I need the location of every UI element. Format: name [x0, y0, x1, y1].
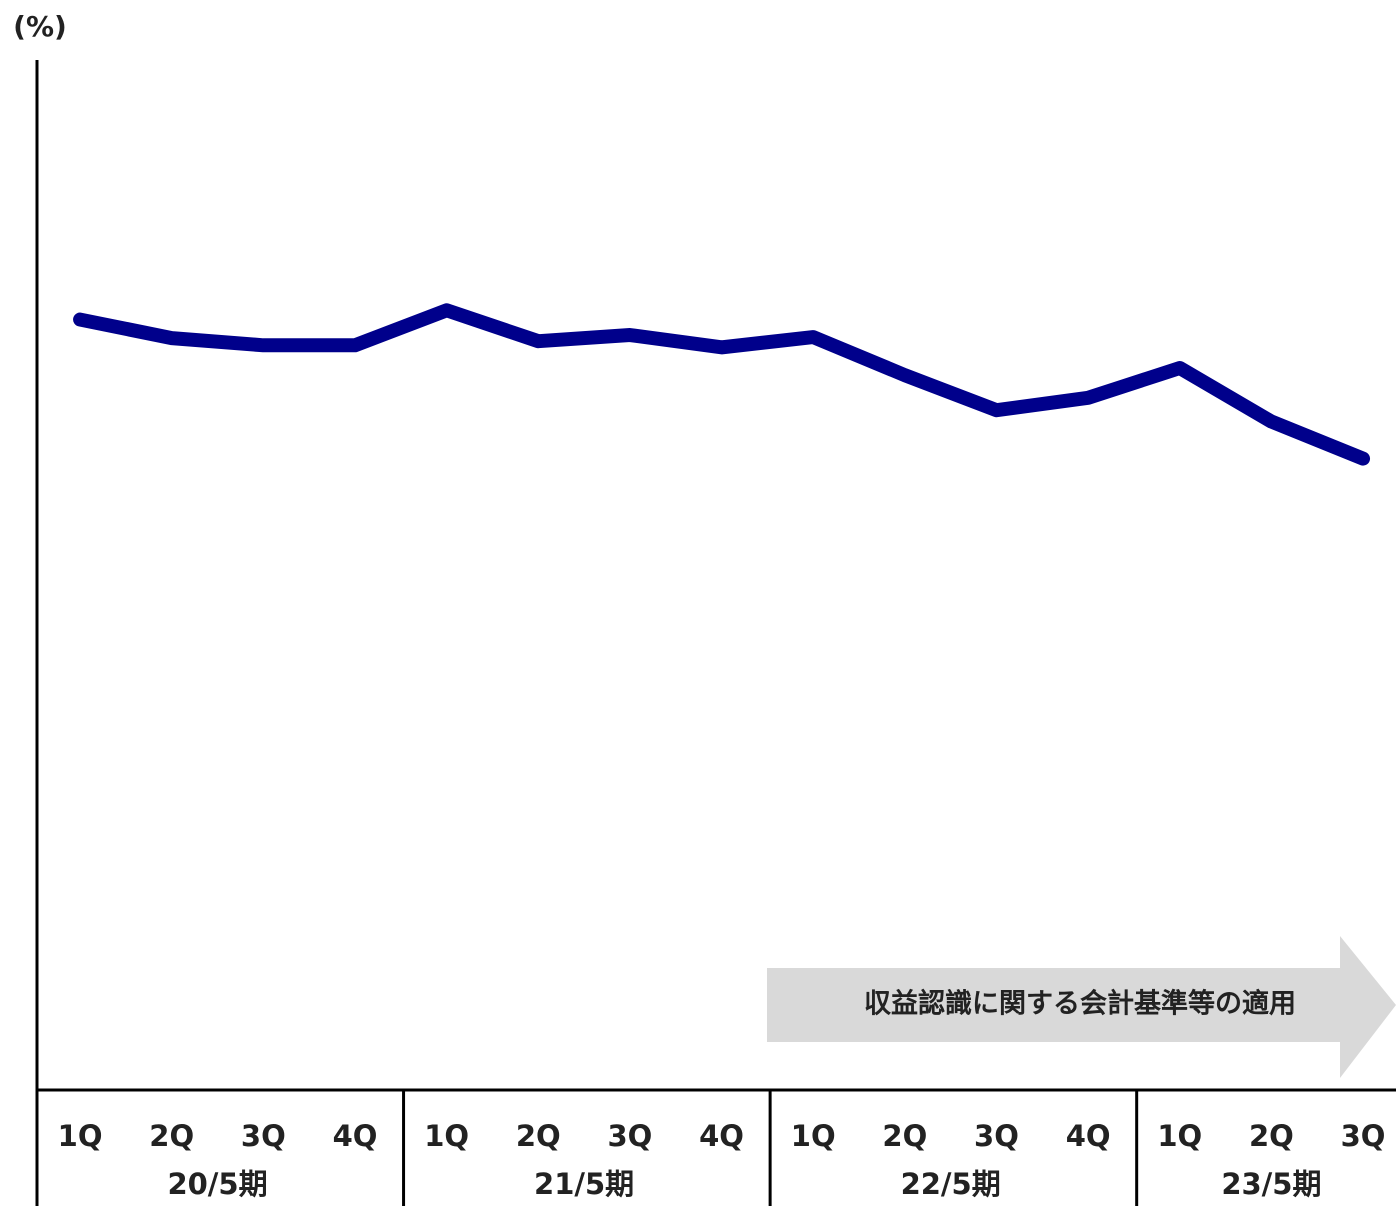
x-tick-label: 1Q	[1157, 1119, 1202, 1153]
x-tick-label: 3Q	[974, 1119, 1019, 1153]
y-unit: (%)	[13, 10, 67, 43]
group-label: 23/5期	[1221, 1167, 1321, 1201]
x-tick-label: 4Q	[1066, 1119, 1111, 1153]
line	[73, 303, 1371, 466]
annotation-arrow	[767, 936, 1396, 1078]
x-tick-label: 2Q	[516, 1119, 561, 1153]
x-tick-label: 3Q	[607, 1119, 652, 1153]
annotation: 収益認識に関する会計基準等の適用	[864, 988, 1296, 1020]
x-tick-label: 2Q	[882, 1119, 927, 1153]
x-tick-label: 2Q	[149, 1119, 194, 1153]
x-tick-label: 1Q	[424, 1119, 469, 1153]
x-tick-label: 4Q	[699, 1119, 744, 1153]
x-tick-label: 2Q	[1249, 1119, 1294, 1153]
group-label: 20/5期	[167, 1167, 267, 1201]
x-tick-label: 1Q	[791, 1119, 836, 1153]
x-tick-label: 1Q	[58, 1119, 103, 1153]
group-label: 22/5期	[901, 1167, 1001, 1201]
x-tick-label: 3Q	[241, 1119, 286, 1153]
x-tick-label: 4Q	[333, 1119, 378, 1153]
x-tick-label: 3Q	[1341, 1119, 1386, 1153]
group-label: 21/5期	[534, 1167, 634, 1201]
